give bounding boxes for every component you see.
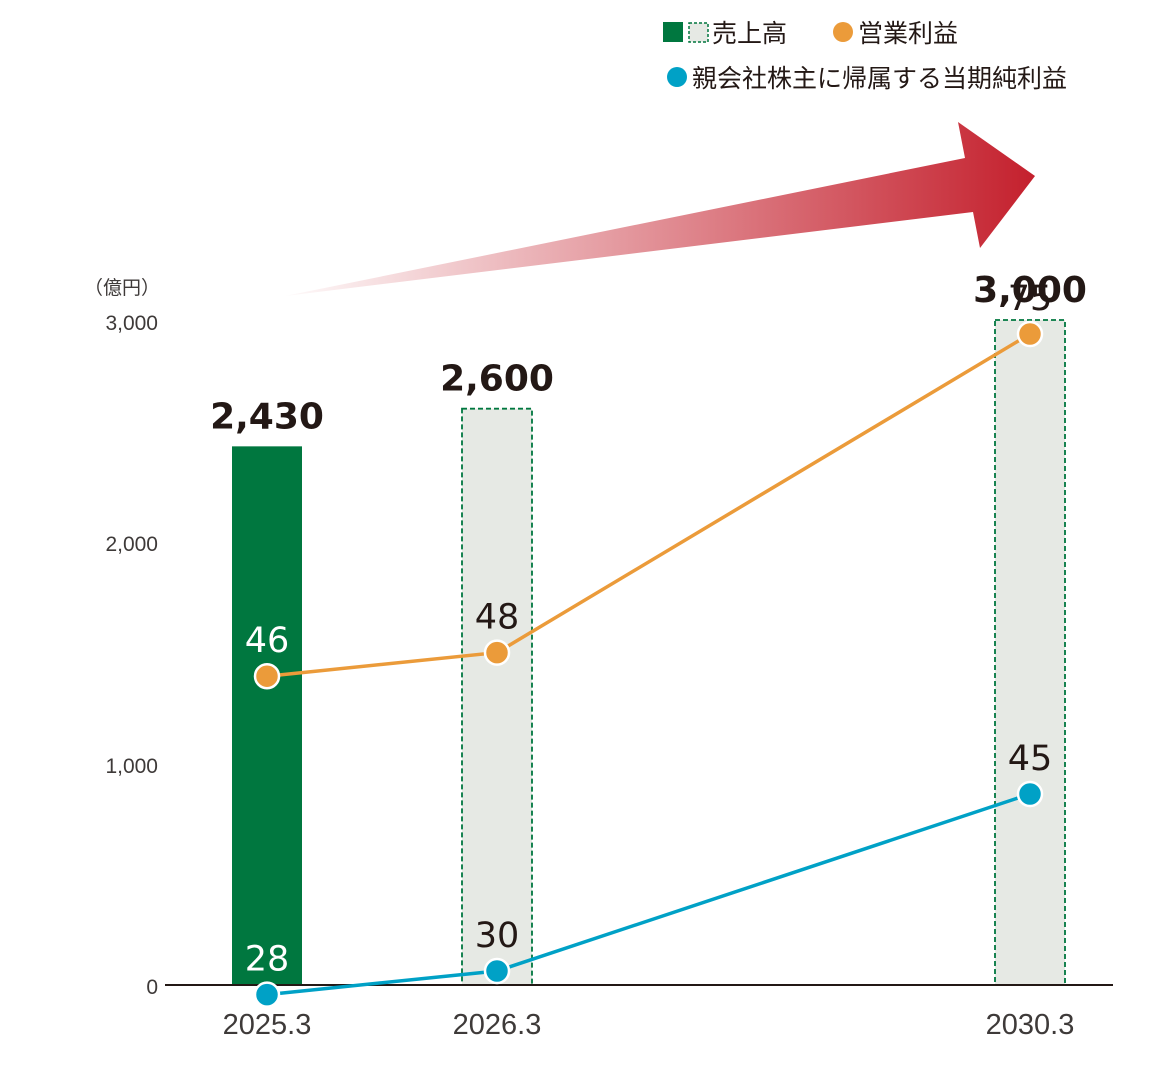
x-tick-label: 2025.3 bbox=[223, 1009, 312, 1041]
net-profit-point bbox=[1016, 780, 1044, 808]
operating-profit-point bbox=[483, 639, 511, 666]
sales-bar-label: 2,600 bbox=[440, 359, 554, 400]
x-axis: 2025.3 2026.3 2030.3 bbox=[223, 1009, 1075, 1041]
net-profit-label: 28 bbox=[245, 940, 290, 980]
operating-profit-point bbox=[253, 662, 281, 690]
sales-bar-label: 2,430 bbox=[210, 396, 324, 437]
operating-profit-points bbox=[253, 320, 1044, 690]
legend-operating-profit-label: 営業利益 bbox=[858, 19, 958, 48]
net-profit-label: 30 bbox=[475, 916, 520, 956]
y-tick-label: 0 bbox=[146, 976, 158, 999]
legend: 売上高 営業利益 親会社株主に帰属する当期純利益 bbox=[663, 19, 1067, 93]
bars bbox=[232, 319, 1066, 986]
y-tick-label: 3,000 bbox=[105, 312, 158, 335]
bar-labels: 2,430 2,600 3,000 bbox=[210, 270, 1087, 437]
net-profit-line bbox=[266, 792, 1031, 997]
net-profit-points bbox=[253, 780, 1044, 1008]
net-profit-point bbox=[483, 957, 511, 985]
y-tick-label: 1,000 bbox=[105, 755, 158, 778]
operating-profit-label: 48 bbox=[475, 598, 520, 638]
legend-net-profit-label: 親会社株主に帰属する当期純利益 bbox=[692, 64, 1067, 93]
legend-sales-actual-swatch bbox=[663, 22, 683, 42]
x-tick-label: 2026.3 bbox=[453, 1009, 542, 1041]
growth-arrow bbox=[285, 122, 1035, 296]
legend-sales-target-swatch bbox=[688, 22, 709, 43]
sales-bar bbox=[461, 407, 533, 986]
operating-profit-line bbox=[266, 332, 1031, 678]
legend-net-profit-marker bbox=[667, 67, 687, 87]
y-axis-unit: （億円） bbox=[84, 277, 160, 299]
x-tick-label: 2030.3 bbox=[986, 1009, 1075, 1041]
net-profit-point bbox=[253, 981, 281, 1008]
sales-bar bbox=[994, 319, 1066, 986]
sales-bar-label: 3,000 bbox=[973, 270, 1087, 311]
operating-profit-point bbox=[1016, 320, 1044, 348]
operating-profit-label: 75 bbox=[1008, 279, 1053, 319]
legend-sales-label: 売上高 bbox=[712, 19, 787, 48]
y-axis: 0 1,000 2,000 3,000 bbox=[105, 312, 158, 999]
point-labels: 46 48 75 28 30 45 bbox=[245, 279, 1053, 980]
y-tick-label: 2,000 bbox=[105, 533, 158, 556]
legend-operating-profit-marker bbox=[833, 22, 853, 42]
net-profit-label: 45 bbox=[1008, 739, 1053, 779]
operating-profit-label: 46 bbox=[245, 621, 290, 661]
sales-bar bbox=[232, 446, 302, 986]
